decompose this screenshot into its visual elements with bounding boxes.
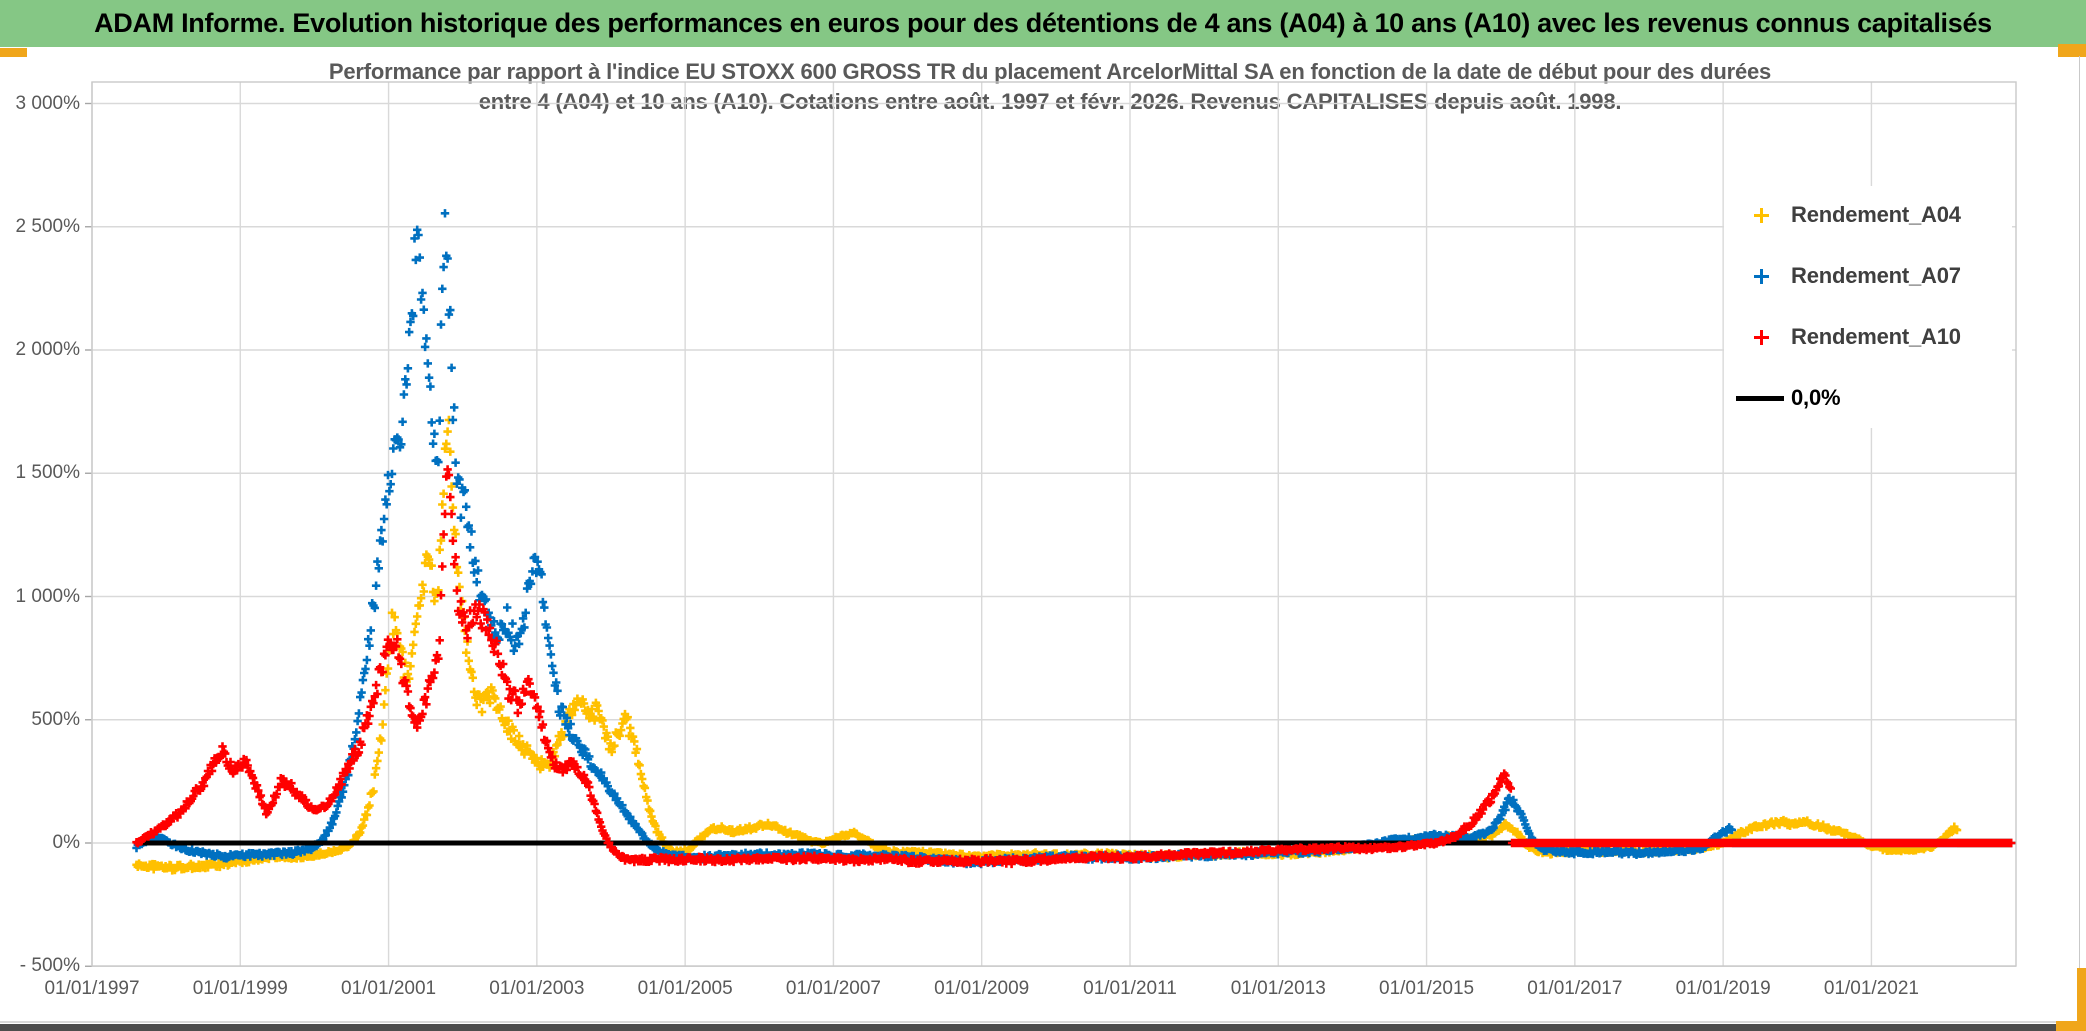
y-axis-label: - 500%: [19, 955, 80, 977]
legend-label: Rendement_A07: [1791, 263, 1961, 288]
x-axis-label: 01/01/2013: [1230, 978, 1326, 999]
legend-label: Rendement_A04: [1791, 202, 1961, 227]
plus-marker-icon: [1754, 268, 1769, 284]
chart-title-line2: entre 4 (A04) et 10 ans (A10). Cotations…: [478, 89, 1622, 114]
x-axis-label: 01/01/1997: [44, 978, 140, 999]
legend-label: Rendement_A10: [1791, 324, 1961, 349]
y-axis-label: 3 000%: [15, 92, 80, 114]
x-axis-label: 01/01/1999: [192, 978, 288, 999]
window-bottom-band: [0, 1024, 2058, 1031]
x-axis-label: 01/01/2015: [1379, 978, 1475, 999]
chart-right-border: [2079, 56, 2080, 968]
y-axis-label: 0%: [52, 832, 80, 853]
x-axis-label: 01/01/2005: [637, 978, 733, 999]
x-axis-label: 01/01/2009: [934, 978, 1030, 999]
x-axis-label: 01/01/2003: [489, 978, 585, 999]
line-marker-icon: [1736, 395, 1784, 401]
x-axis-label: 01/01/2011: [1083, 978, 1177, 999]
sheet-title-banner: ADAM Informe. Evolution historique des p…: [0, 0, 2086, 47]
legend-item-rendement-a07[interactable]: Rendement_A07: [1724, 259, 2012, 293]
plus-marker-icon: [1754, 207, 1769, 223]
plus-marker-icon: [1754, 329, 1769, 345]
y-axis-label: 1 000%: [15, 585, 80, 607]
chart-title: Performance par rapport à l'indice EU ST…: [93, 57, 2007, 117]
x-axis-label: 01/01/2001: [341, 978, 437, 999]
y-axis-label: 1 500%: [15, 462, 80, 484]
gold-accent-corner: [2056, 1021, 2086, 1031]
y-axis-label: 500%: [31, 708, 80, 730]
legend-item-zero-line[interactable]: 0,0%: [1724, 381, 2012, 415]
sheet-gridline: [0, 1021, 2086, 1023]
chart-title-line1: Performance par rapport à l'indice EU ST…: [328, 59, 1772, 84]
gold-accent-right: [2077, 968, 2086, 1024]
legend-label: 0,0%: [1791, 385, 1841, 410]
chart-legend: Rendement_A04 Rendement_A07 Rendement_A1…: [1724, 186, 2012, 428]
x-axis-label: 01/01/2021: [1823, 978, 1919, 999]
y-axis-label: 2 000%: [15, 339, 80, 360]
x-axis-label: 01/01/2019: [1675, 978, 1771, 999]
y-axis-label: 2 500%: [15, 215, 80, 237]
gold-accent-left: [0, 48, 27, 57]
x-axis-label: 01/01/2007: [785, 978, 881, 999]
gold-accent-right-top: [2058, 44, 2086, 57]
x-axis-label: 01/01/2017: [1527, 978, 1623, 999]
legend-item-rendement-a04[interactable]: Rendement_A04: [1724, 198, 2012, 232]
legend-item-rendement-a10[interactable]: Rendement_A10: [1724, 320, 2012, 354]
